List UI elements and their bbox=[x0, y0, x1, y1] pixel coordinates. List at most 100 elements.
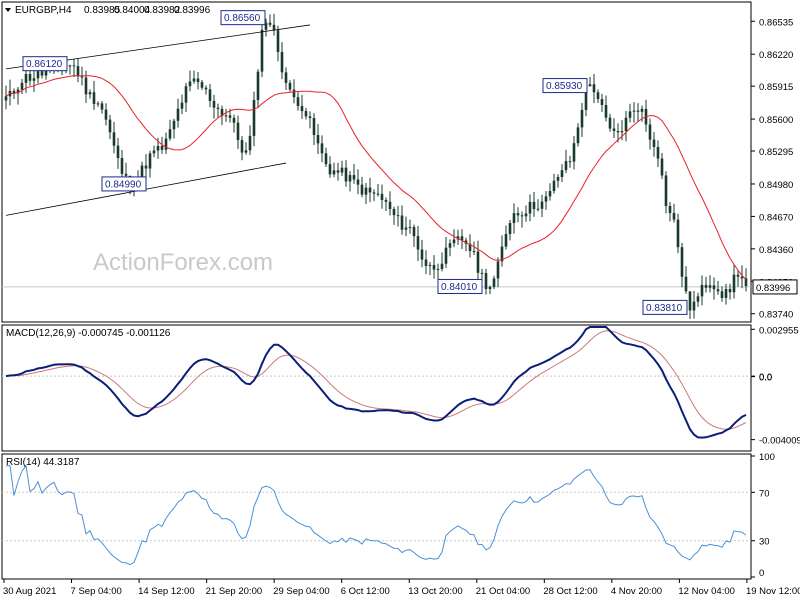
candle-body bbox=[88, 92, 92, 95]
price-y-tick-label: 0.86535 bbox=[759, 17, 793, 28]
candle-body bbox=[312, 118, 316, 135]
candle-body bbox=[188, 81, 192, 87]
candle-body bbox=[480, 272, 484, 274]
swing-label-box bbox=[437, 278, 483, 294]
macd-title: MACD(12,26,9) -0.000745 -0.001126 bbox=[6, 328, 171, 339]
candle-body bbox=[228, 115, 232, 118]
x-tick-label: 30 Aug 2021 bbox=[3, 586, 56, 597]
candle-body bbox=[268, 22, 272, 25]
dropdown-triangle-icon[interactable] bbox=[5, 8, 11, 12]
candle-body bbox=[524, 213, 528, 217]
candle-body bbox=[272, 24, 276, 31]
candle-body bbox=[636, 110, 640, 112]
candle-body bbox=[140, 165, 144, 178]
candle-body bbox=[192, 78, 196, 82]
candle-body bbox=[120, 158, 124, 174]
candle-body bbox=[148, 153, 152, 169]
price-y-tick-label: 0.83740 bbox=[759, 310, 793, 321]
candle-body bbox=[608, 117, 612, 129]
last-price-box bbox=[752, 279, 798, 295]
candle-body bbox=[316, 134, 320, 144]
candle-body bbox=[532, 201, 536, 210]
x-tick-label: 14 Sep 12:00 bbox=[138, 586, 195, 597]
candle-body bbox=[84, 77, 88, 95]
candle-body bbox=[244, 150, 248, 153]
candle-body bbox=[176, 108, 180, 121]
candle-body bbox=[484, 273, 488, 290]
candle-body bbox=[216, 107, 220, 109]
x-tick-label: 21 Sep 20:00 bbox=[206, 586, 263, 597]
candle-body bbox=[336, 170, 340, 173]
candle-body bbox=[588, 84, 592, 87]
candle-body bbox=[288, 82, 292, 90]
candle-body bbox=[44, 70, 48, 76]
candle-body bbox=[76, 66, 80, 77]
candle-body bbox=[112, 132, 116, 146]
candle-body bbox=[664, 175, 668, 207]
candle-body bbox=[356, 179, 360, 185]
candle-body bbox=[240, 140, 244, 153]
candle-body bbox=[204, 87, 208, 90]
candle-body bbox=[292, 89, 296, 98]
swing-label-box bbox=[642, 299, 688, 315]
candle-body bbox=[212, 100, 216, 108]
candle-body bbox=[716, 289, 720, 292]
candle-body bbox=[500, 246, 504, 262]
candle-body bbox=[632, 110, 636, 112]
candle-body bbox=[116, 145, 120, 159]
candle-body bbox=[504, 234, 508, 247]
candle-body bbox=[740, 276, 744, 279]
swing-label: 0.86560 bbox=[224, 13, 261, 24]
candle-body bbox=[432, 264, 436, 270]
candle-body bbox=[440, 263, 444, 270]
candle-body bbox=[324, 153, 328, 165]
candle-body bbox=[520, 215, 524, 217]
swing-label-box bbox=[101, 176, 147, 192]
rsi-lines bbox=[6, 464, 747, 566]
candle-body bbox=[660, 158, 664, 176]
x-tick-label: 4 Nov 20:00 bbox=[611, 586, 662, 597]
macd-y-tick-label: 0.0 bbox=[759, 372, 772, 383]
swing-label-box bbox=[542, 78, 588, 94]
swing-label: 0.86120 bbox=[26, 59, 63, 70]
candle-body bbox=[200, 82, 204, 88]
candle-body bbox=[512, 213, 516, 224]
time-x-axis: 30 Aug 2021 7 Sep 04:00 14 Sep 12:00 21 Sep… bbox=[3, 579, 800, 597]
candle-body bbox=[300, 106, 304, 112]
candle-body bbox=[264, 22, 268, 30]
candle-body bbox=[584, 86, 588, 110]
swing-label: 0.83810 bbox=[646, 303, 683, 314]
candle-body bbox=[476, 251, 480, 273]
candle-body bbox=[600, 99, 604, 105]
candle-body bbox=[164, 138, 168, 150]
candle-body bbox=[260, 29, 264, 72]
candle-body bbox=[496, 261, 500, 279]
candle-body bbox=[472, 250, 476, 252]
candle-body bbox=[620, 131, 624, 133]
candle-body bbox=[308, 116, 312, 119]
candle-body bbox=[688, 291, 692, 311]
candle-body bbox=[556, 176, 560, 181]
rsi-y-tick-label: 70 bbox=[759, 488, 770, 499]
candle-body bbox=[248, 135, 252, 151]
rsi-y-tick-label: 100 bbox=[759, 452, 775, 463]
symbol-label: EURGBP,H4 bbox=[15, 5, 72, 16]
candle-body bbox=[720, 291, 724, 298]
x-tick-label: 21 Oct 04:00 bbox=[476, 586, 530, 597]
candle-body bbox=[392, 208, 396, 216]
candle-body bbox=[348, 175, 352, 182]
candle-body bbox=[548, 191, 552, 197]
x-tick-label: 29 Sep 04:00 bbox=[273, 586, 330, 597]
candle-body bbox=[436, 269, 440, 271]
candle-body bbox=[380, 193, 384, 200]
candle-body bbox=[252, 100, 256, 136]
candle-body bbox=[420, 249, 424, 260]
candle-body bbox=[680, 247, 684, 277]
candle-body bbox=[400, 215, 404, 230]
candle-body bbox=[24, 73, 28, 83]
candle-body bbox=[456, 236, 460, 240]
candle-body bbox=[160, 146, 164, 150]
